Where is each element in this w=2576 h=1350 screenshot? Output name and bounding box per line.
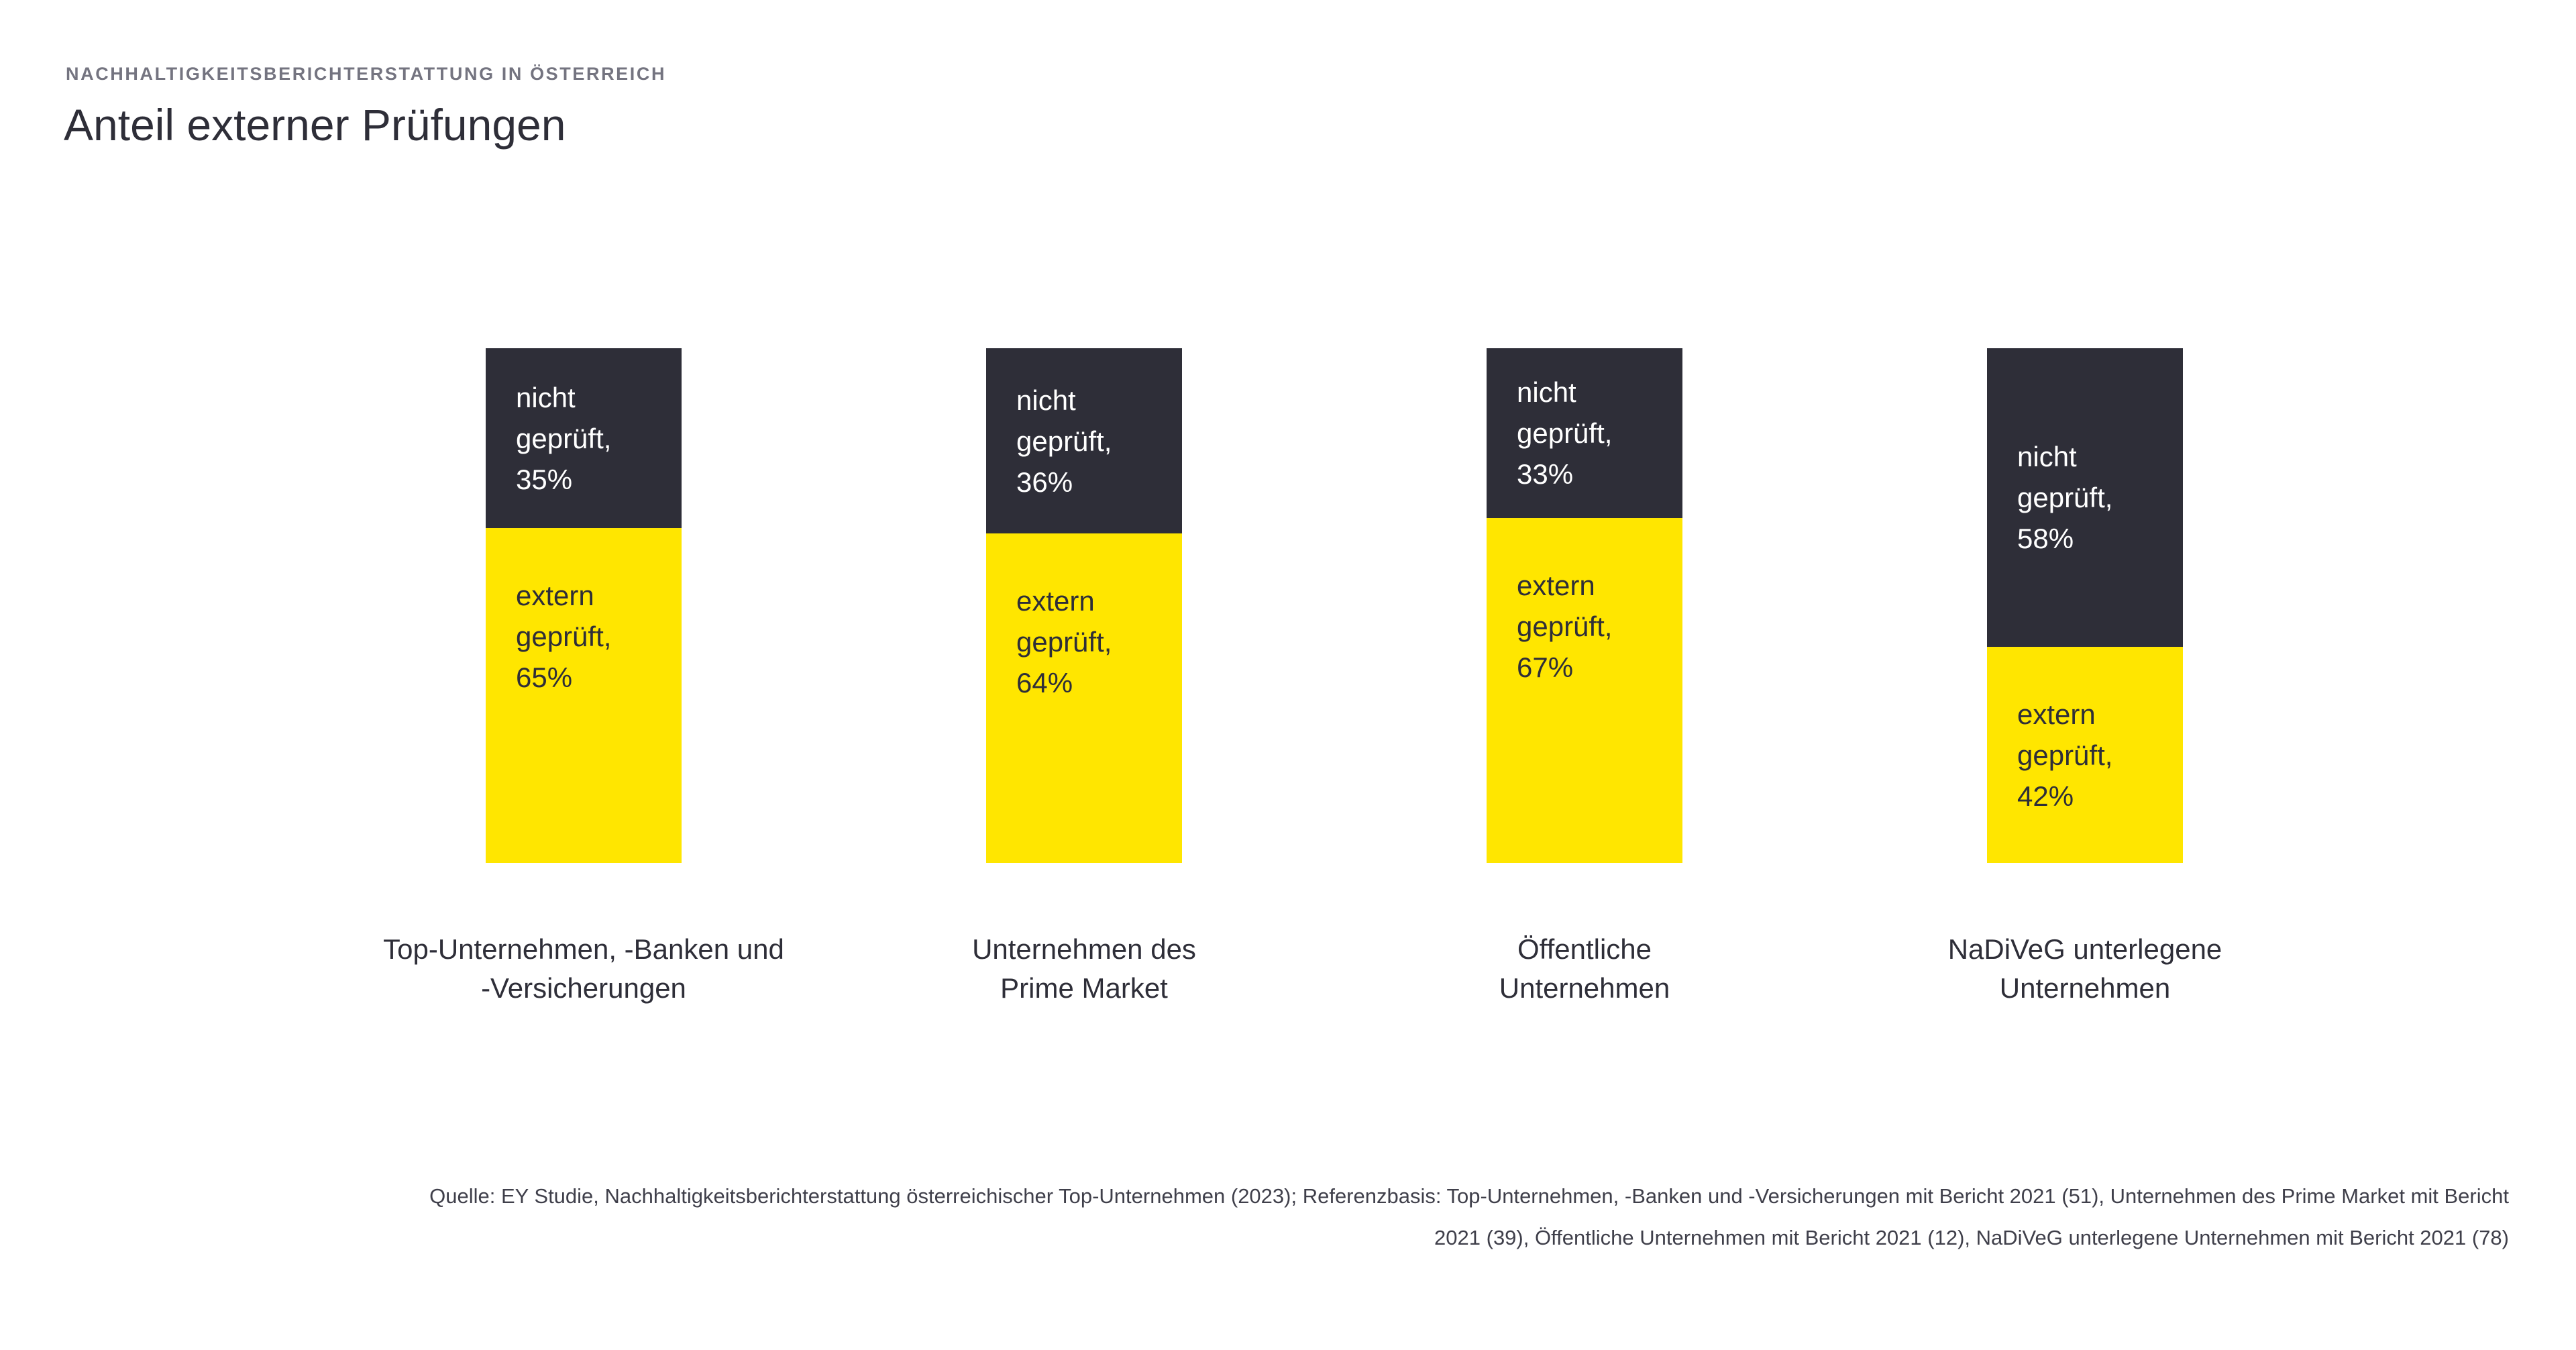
stacked-bar: nicht geprüft, 36% extern geprüft, 64%: [986, 348, 1182, 863]
bar-column: nicht geprüft, 58% extern geprüft, 42% N…: [1835, 348, 2335, 1008]
bar-segment-extern-geprueft: extern geprüft, 64%: [986, 533, 1182, 863]
bar-segment-nicht-geprueft: nicht geprüft, 33%: [1487, 348, 1682, 519]
segment-label: extern geprüft, 65%: [516, 580, 612, 694]
segment-label: extern geprüft, 42%: [2017, 698, 2113, 812]
category-label: Top-Unternehmen, -Banken und -Versicheru…: [383, 933, 784, 1004]
stacked-bar: nicht geprüft, 58% extern geprüft, 42%: [1987, 348, 2183, 863]
stacked-bar: nicht geprüft, 33% extern geprüft, 67%: [1487, 348, 1682, 863]
segment-label: extern geprüft, 64%: [1016, 585, 1112, 699]
chart-area: nicht geprüft, 35% extern geprüft, 65% T…: [333, 348, 2335, 1008]
report-series-label: NACHHALTIGKEITSBERICHTERSTATTUNG IN ÖSTE…: [66, 64, 667, 84]
bar-column: nicht geprüft, 35% extern geprüft, 65% T…: [333, 348, 834, 1008]
source-note: Quelle: EY Studie, Nachhaltigkeitsberich…: [429, 1184, 2509, 1249]
bar-segment-extern-geprueft: extern geprüft, 42%: [1987, 646, 2183, 863]
segment-label: nicht geprüft, 58%: [2017, 440, 2113, 554]
segment-label: extern geprüft, 67%: [1517, 570, 1613, 684]
bar-segment-extern-geprueft: extern geprüft, 65%: [486, 528, 682, 863]
category-label: Öffentliche Unternehmen: [1499, 933, 1670, 1004]
stacked-bar: nicht geprüft, 35% extern geprüft, 65%: [486, 348, 682, 863]
chart-title: Anteil externer Prüfungen: [64, 100, 566, 150]
segment-label: nicht geprüft, 35%: [516, 381, 612, 495]
segment-label: nicht geprüft, 36%: [1016, 384, 1112, 498]
bar-column: nicht geprüft, 33% extern geprüft, 67% Ö…: [1334, 348, 1835, 1008]
bar-segment-nicht-geprueft: nicht geprüft, 58%: [1987, 348, 2183, 647]
category-label: Unternehmen des Prime Market: [972, 933, 1196, 1004]
category-label: NaDiVeG unterlegene Unternehmen: [1947, 933, 2222, 1004]
bar-column: nicht geprüft, 36% extern geprüft, 64% U…: [834, 348, 1334, 1008]
bar-segment-extern-geprueft: extern geprüft, 67%: [1487, 518, 1682, 863]
bar-segment-nicht-geprueft: nicht geprüft, 35%: [486, 348, 682, 529]
bar-segment-nicht-geprueft: nicht geprüft, 36%: [986, 348, 1182, 534]
segment-label: nicht geprüft, 33%: [1517, 376, 1613, 490]
